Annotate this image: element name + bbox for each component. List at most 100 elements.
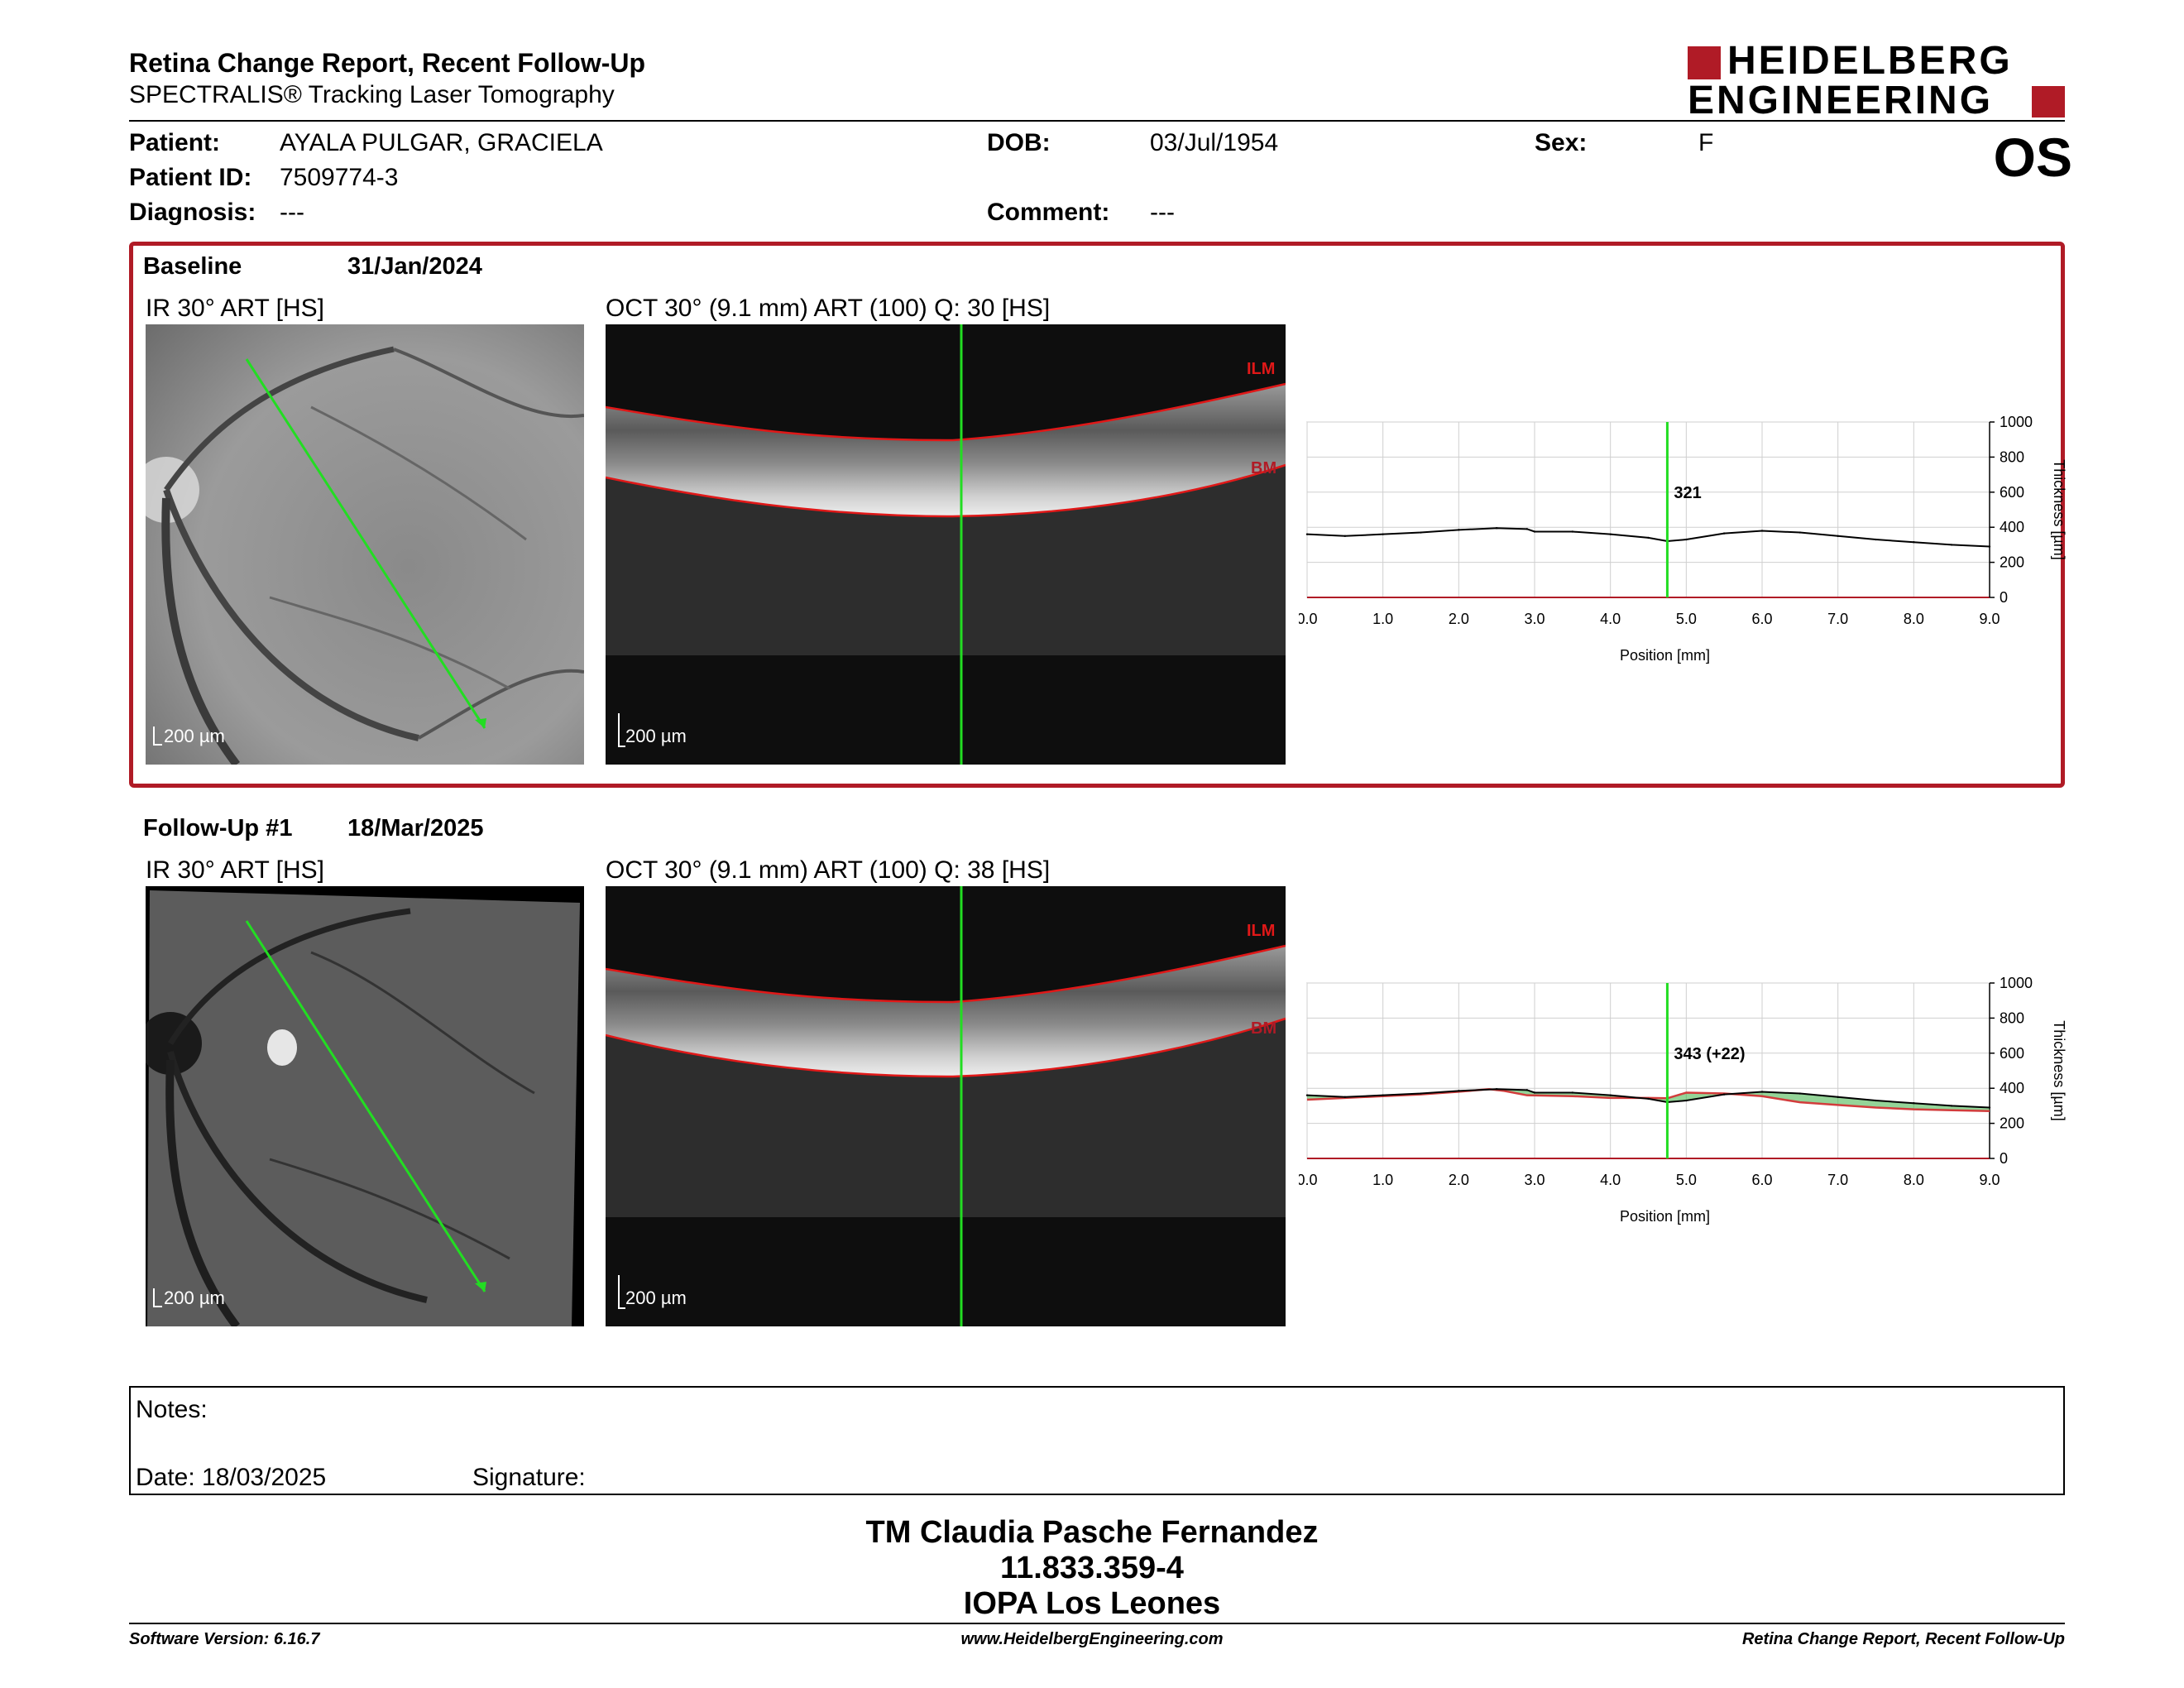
chart-y-tick-label: 0 [2000,1150,2008,1167]
chart-x-axis-label: Position [mm] [1620,647,1710,664]
followup-ir-fundus: 200 µm [146,886,584,1326]
chart-data-point [1420,531,1422,534]
chart-x-tick-label: 7.0 [1827,1172,1848,1188]
software-version: Software Version: 6.16.7 [129,1630,320,1648]
chart-y-axis-label: Thickness [µm] [2051,459,2067,559]
chart-x-tick-label: 6.0 [1751,611,1772,627]
baseline-ir-scale: 200 µm [164,726,225,746]
followup-oct-caption: OCT 30° (9.1 mm) ART (100) Q: 38 [HS] [606,856,1051,884]
chart-data-point [1647,536,1650,539]
chart-data-point [1533,530,1536,533]
chart-marker-value: 343 (+22) [1674,1045,1745,1063]
chart-data-point [1760,530,1764,532]
baseline-oct-caption: OCT 30° (9.1 mm) ART (100) Q: 30 [HS] [606,295,1051,322]
chart-data-point [1875,1099,1877,1102]
signature-label: Signature: [472,1464,586,1491]
chart-x-axis-label: Position [mm] [1620,1208,1710,1225]
patient-id: 7509774-3 [280,164,399,191]
chart-y-tick-label: 1000 [2000,414,2033,430]
chart-data-point [1609,1094,1612,1096]
chart-x-tick-label: 1.0 [1372,611,1393,627]
footer-divider [129,1623,2065,1624]
chart-y-tick-label: 400 [2000,519,2024,535]
chart-plot-area [1306,982,1990,1159]
chart-data-point [1458,1090,1460,1092]
chart-x-tick-label: 1.0 [1372,1172,1393,1188]
followup-oct-image: ILM BM 200 µm [606,886,1286,1326]
patient-label: Patient: [129,129,221,156]
followup-oct-scale: 200 µm [625,1288,687,1308]
baseline-ir-image: 200 µm [146,324,584,765]
chart-x-tick-label: 5.0 [1676,611,1697,627]
chart-x-tick-label: 3.0 [1524,611,1545,627]
chart-data-point [1685,1099,1688,1102]
logo-line-1: HEIDELBERG [1727,39,2013,83]
chart-y-tick-label: 400 [2000,1080,2024,1096]
baseline-ir-caption: IR 30° ART [HS] [146,295,324,322]
signer-institution: IOPA Los Leones [963,1586,1221,1621]
diagnosis-label: Diagnosis: [129,199,256,226]
baseline-date: 31/Jan/2024 [347,253,482,280]
baseline-section [129,242,2065,788]
followup-oct-bscan: ILM BM 200 µm [606,886,1286,1326]
chart-data-point [1798,531,1802,534]
chart-data-point [1420,1092,1422,1095]
chart-data-point [1343,535,1347,537]
notes-box: Notes: Date: 18/03/2025 Signature: [129,1386,2065,1495]
chart-y-tick-label: 0 [2000,589,2008,606]
patient-name: AYALA PULGAR, GRACIELA [280,129,603,156]
baseline-bm-label: BM [1251,459,1276,477]
chart-y-tick-label: 1000 [2000,975,2033,991]
baseline-oct-image: ILM BM 200 µm [606,324,1286,765]
chart-y-tick-label: 600 [2000,1045,2024,1062]
diagnosis-value: --- [280,199,304,226]
chart-data-point [1988,545,1991,548]
sex-value: F [1698,129,1714,156]
followup-ir-image: 200 µm [146,886,584,1326]
eye-indicator: OS [1993,127,2072,188]
chart-data-point [1458,529,1460,531]
header-divider [129,120,2065,122]
logo-line-2: ENGINEERING [1688,79,1994,122]
followup-date: 18/Mar/2025 [347,815,484,842]
chart-x-tick-label: 0.0 [1299,1172,1318,1188]
chart-data-point [1647,1097,1650,1101]
chart-data-point [1837,535,1839,537]
chart-x-tick-label: 6.0 [1751,1172,1772,1188]
chart-y-tick-label: 600 [2000,484,2024,501]
website-link: www.HeidelbergEngineering.com [960,1630,1224,1648]
followup-bm-label: BM [1251,1019,1276,1038]
chart-data-point [1875,538,1877,541]
chart-x-tick-label: 2.0 [1449,1172,1469,1188]
chart-x-tick-label: 3.0 [1524,1172,1545,1188]
chart-data-point [1798,1092,1802,1095]
chart-data-point [1950,1105,1953,1107]
chart-data-point [1533,1091,1536,1094]
chart-data-point [1722,1093,1726,1096]
chart-data-point [1837,1096,1839,1098]
chart-x-tick-label: 4.0 [1600,1172,1621,1188]
notes-label: Notes: [136,1396,208,1423]
chart-data-point [1382,533,1384,535]
chart-x-tick-label: 8.0 [1904,1172,1924,1188]
baseline-oct-scale: 200 µm [625,726,687,746]
logo-red-square-bottom [2032,86,2065,117]
chart-x-tick-label: 2.0 [1449,611,1469,627]
chart-y-tick-label: 200 [2000,1115,2024,1132]
chart-data-point [1525,528,1529,530]
report-subtitle: SPECTRALIS® Tracking Laser Tomography [129,81,615,108]
chart-data-point [1382,1094,1384,1096]
baseline-ilm-label: ILM [1247,360,1275,378]
chart-x-tick-label: 9.0 [1979,611,2000,627]
chart-data-point [1495,527,1498,530]
chart-data-point [1305,1094,1309,1096]
patient-id-label: Patient ID: [129,164,252,191]
chart-x-tick-label: 9.0 [1979,1172,2000,1188]
chart-data-point [1571,530,1574,533]
chart-data-point [1305,533,1309,535]
chart-marker-value: 321 [1674,484,1701,502]
baseline-thickness-chart: 0.0 1.0 2.0 3.0 4.0 5.0 6.0 7.0 8.0 9.00 200 400 600… [1299,414,2067,664]
chart-data-point [1913,541,1915,544]
chart-data-point [1525,1089,1529,1091]
footer-report-name: Retina Change Report, Recent Follow-Up [1741,1630,2065,1648]
